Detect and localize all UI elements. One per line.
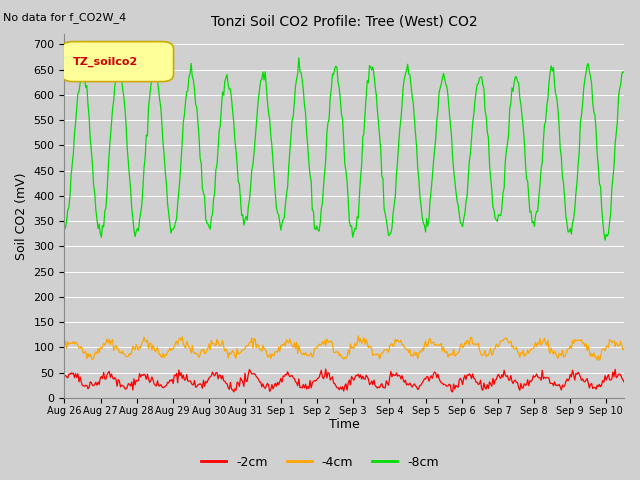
FancyBboxPatch shape bbox=[61, 42, 173, 82]
Y-axis label: Soil CO2 (mV): Soil CO2 (mV) bbox=[15, 172, 28, 260]
Text: TZ_soilco2: TZ_soilco2 bbox=[73, 57, 138, 67]
Text: No data for f_CO2W_4: No data for f_CO2W_4 bbox=[3, 12, 127, 23]
X-axis label: Time: Time bbox=[329, 419, 360, 432]
Title: Tonzi Soil CO2 Profile: Tree (West) CO2: Tonzi Soil CO2 Profile: Tree (West) CO2 bbox=[211, 15, 477, 29]
Legend: -2cm, -4cm, -8cm: -2cm, -4cm, -8cm bbox=[196, 451, 444, 474]
